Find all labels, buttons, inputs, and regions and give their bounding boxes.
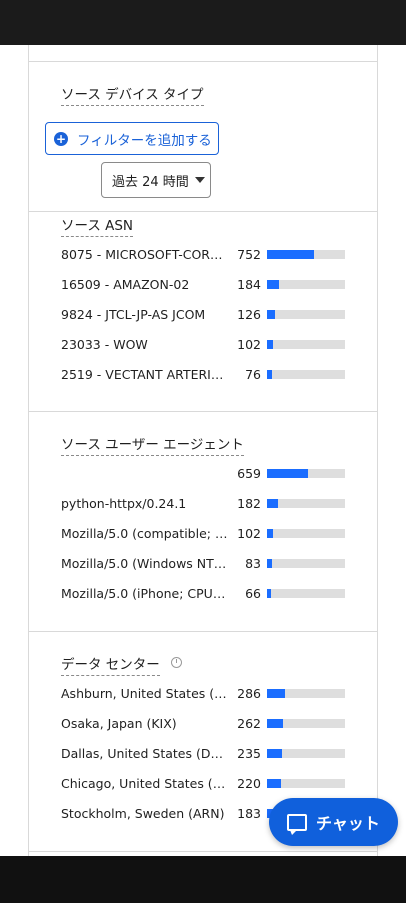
row-value: 235 (237, 746, 261, 761)
bar-track (267, 749, 345, 758)
bar-fill (267, 689, 285, 698)
list-item[interactable]: Osaka, Japan (KIX) 262 (61, 714, 351, 734)
list-item[interactable]: python-httpx/0.24.1 182 (61, 494, 351, 514)
add-filter-label: フィルターを追加する (77, 132, 212, 149)
source-device-title: ソース デバイス タイプ (61, 83, 204, 106)
row-value: 184 (237, 277, 261, 292)
list-item[interactable]: Mozilla/5.0 (compatible; bot) 102 (61, 524, 351, 544)
bar-track (267, 469, 345, 478)
caret-down-icon (194, 177, 205, 183)
row-value: 286 (237, 686, 261, 701)
list-item[interactable]: 9824 - JTCL-JP-AS JCOM 126 (61, 305, 351, 325)
row-value: 76 (245, 367, 261, 382)
row-value: 752 (237, 247, 261, 262)
list-item[interactable]: 659 (61, 464, 351, 484)
list-item[interactable]: 2519 - VECTANT ARTERIA Networks 76 (61, 365, 351, 385)
list-item[interactable]: 23033 - WOW 102 (61, 335, 351, 355)
list-item[interactable]: Mozilla/5.0 (Windows NT 10.0) 83 (61, 554, 351, 574)
bar-fill (267, 749, 282, 758)
row-label: python-httpx/0.24.1 (61, 496, 187, 511)
row-value: 66 (245, 586, 261, 601)
row-value: 126 (237, 307, 261, 322)
bar-fill (267, 589, 271, 598)
row-label: Osaka, Japan (KIX) (61, 716, 177, 731)
row-label: 23033 - WOW (61, 337, 148, 352)
row-value: 182 (237, 496, 261, 511)
row-label: Dallas, United States (DFW) (61, 746, 229, 761)
bar-fill (267, 779, 281, 788)
row-label: 2519 - VECTANT ARTERIA Networks (61, 367, 229, 382)
bar-fill (267, 559, 272, 568)
row-value: 83 (245, 556, 261, 571)
row-label: 9824 - JTCL-JP-AS JCOM (61, 307, 206, 322)
bar-track (267, 779, 345, 788)
row-label: 16509 - AMAZON-02 (61, 277, 190, 292)
bar-fill (267, 499, 278, 508)
bar-track (267, 589, 345, 598)
chat-label: チャット (316, 814, 380, 833)
list-item[interactable]: 8075 - MICROSOFT-CORP-MSN-AS-BLOCK 752 (61, 245, 351, 265)
divider (28, 61, 378, 62)
bar-fill (267, 370, 272, 379)
bar-fill (267, 469, 308, 478)
bar-track (267, 559, 345, 568)
list-item[interactable]: 16509 - AMAZON-02 184 (61, 275, 351, 295)
row-label: Chicago, United States (ORD) (61, 776, 229, 791)
bar-fill (267, 529, 273, 538)
bar-track (267, 529, 345, 538)
list-item[interactable]: Dallas, United States (DFW) 235 (61, 744, 351, 764)
time-range-select[interactable]: 過去 24 時間 (101, 162, 211, 198)
bar-track (267, 340, 345, 349)
row-label: Mozilla/5.0 (compatible; bot) (61, 526, 229, 541)
data-center-title: データ センター (61, 653, 160, 676)
bar-fill (267, 719, 283, 728)
bar-track (267, 310, 345, 319)
plus-circle-icon: + (54, 131, 68, 146)
bar-fill (267, 340, 273, 349)
divider (28, 411, 378, 412)
top-status-bar (0, 0, 406, 45)
row-label: Ashburn, United States (IAD) (61, 686, 229, 701)
row-label: 8075 - MICROSOFT-CORP-MSN-AS-BLOCK (61, 247, 229, 262)
row-value: 220 (237, 776, 261, 791)
list-item[interactable]: Chicago, United States (ORD) 220 (61, 774, 351, 794)
divider (28, 631, 378, 632)
divider (28, 211, 378, 212)
user-agent-title: ソース ユーザー エージェント (61, 433, 244, 456)
chat-bubble-icon (287, 813, 307, 835)
row-value: 102 (237, 337, 261, 352)
row-value: 659 (237, 466, 261, 481)
list-item[interactable]: Mozilla/5.0 (iPhone; CPU iPhone OS) 66 (61, 584, 351, 604)
row-value: 183 (237, 806, 261, 821)
list-item[interactable]: Ashburn, United States (IAD) 286 (61, 684, 351, 704)
row-label: Stockholm, Sweden (ARN) (61, 806, 225, 821)
row-label: Mozilla/5.0 (Windows NT 10.0) (61, 556, 229, 571)
bar-fill (267, 280, 279, 289)
bar-fill (267, 310, 275, 319)
bar-fill (267, 250, 314, 259)
add-filter-button[interactable]: + フィルターを追加する (45, 122, 219, 155)
bar-track (267, 250, 345, 259)
row-label: Mozilla/5.0 (iPhone; CPU iPhone OS) (61, 586, 229, 601)
row-value: 102 (237, 526, 261, 541)
divider (28, 851, 378, 852)
source-asn-title: ソース ASN (61, 214, 134, 237)
bar-track (267, 499, 345, 508)
bar-track (267, 719, 345, 728)
bar-track (267, 370, 345, 379)
bottom-navigation-bar (0, 856, 406, 903)
bar-track (267, 280, 345, 289)
row-value: 262 (237, 716, 261, 731)
chat-button[interactable]: チャット (269, 798, 398, 846)
bar-track (267, 689, 345, 698)
clock-icon (171, 657, 182, 668)
time-range-value: 過去 24 時間 (112, 174, 189, 190)
